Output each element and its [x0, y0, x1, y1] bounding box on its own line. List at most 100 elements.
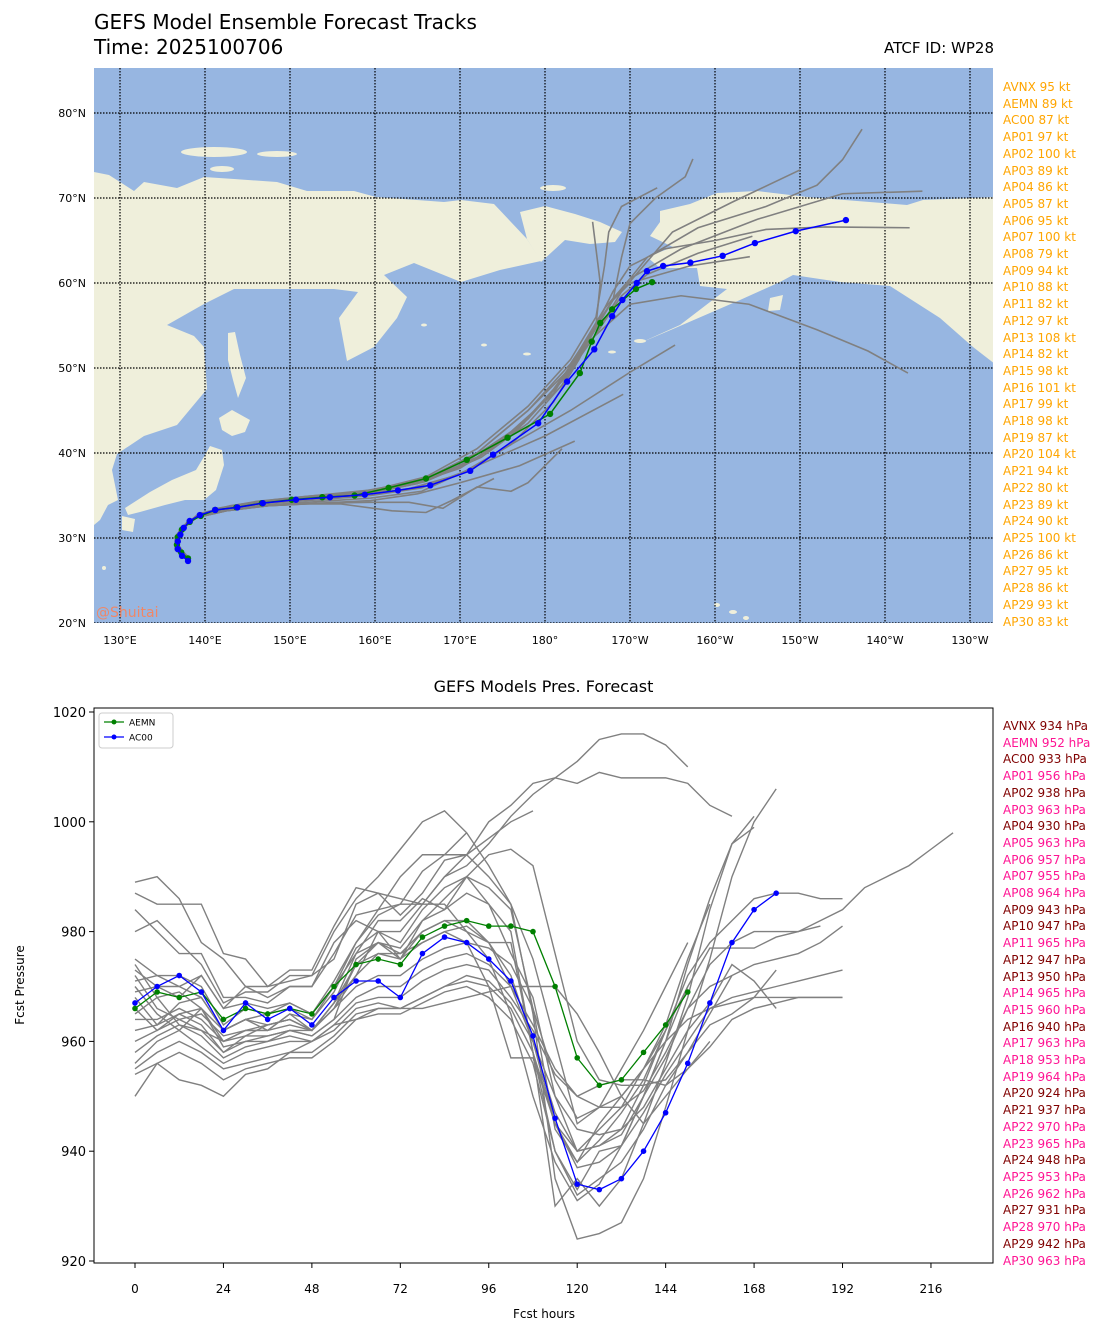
pressure-list-item: AP30 963 hPa — [1003, 1253, 1086, 1268]
pressure-list-item: AP24 948 hPa — [1003, 1153, 1086, 1168]
member-pressure-line — [134, 788, 777, 1240]
watermark: @Shuitai — [96, 605, 158, 621]
aemn-pressure-point — [132, 1005, 138, 1012]
intensity-list-item: AP21 94 kt — [1003, 464, 1069, 479]
ac00-pressure-point — [773, 890, 779, 896]
aemn-track-point — [576, 369, 584, 377]
aemn-track-point — [648, 278, 656, 286]
pressure-list-item: AP10 947 hPa — [1003, 919, 1086, 934]
pressure-list-item: AP18 953 hPa — [1003, 1053, 1086, 1068]
member-pressure-line — [134, 963, 777, 1136]
ac00-track-point — [467, 467, 474, 475]
wrangel-island — [540, 185, 566, 191]
lat-tick-label: 50°N — [58, 362, 86, 375]
ac00-track-point — [719, 252, 726, 259]
legend-label-aemn: AEMN — [129, 719, 155, 729]
ac00-track-point — [184, 557, 192, 565]
lat-tick-label: 30°N — [58, 532, 86, 545]
intensity-list-item: AVNX 95 kt — [1003, 80, 1071, 94]
ac00-pressure-point — [463, 939, 470, 946]
aemn-track-point — [463, 456, 470, 463]
chart-legend: AEMN AC00 — [98, 712, 174, 749]
intensity-list-item: AP11 82 kt — [1003, 297, 1069, 312]
ac00-pressure-point — [353, 978, 359, 984]
lat-tick-label: 80°N — [58, 107, 86, 120]
lon-tick-label: 180° — [532, 634, 559, 647]
pressure-list-item: AP09 943 hPa — [1003, 902, 1086, 917]
aemn-pressure-point — [375, 956, 382, 962]
lon-tick-label: 130°E — [103, 634, 136, 647]
ac00-pressure-point — [552, 1115, 558, 1122]
legend-label-ac00: AC00 — [129, 734, 153, 744]
intensity-list: AVNX 95 kt AEMN 89 kt AC00 87 kt AP01 97 kt… — [1003, 79, 1076, 630]
x-tick-label: 48 — [304, 1282, 319, 1296]
aemn-pressure-point — [463, 917, 470, 924]
ac00-pressure-point — [441, 934, 448, 940]
lon-tick-label: 140°W — [866, 634, 903, 647]
lon-tick-label: 150°E — [273, 634, 306, 647]
intensity-list-item: AP13 108 kt — [1003, 330, 1076, 345]
member-pressure-line — [134, 733, 689, 988]
ac00-pressure-point — [508, 978, 514, 984]
intensity-list-item: AP04 86 kt — [1003, 180, 1069, 195]
member-pressure-line — [134, 809, 689, 1125]
ocean — [94, 68, 993, 623]
pressure-list-item: AP27 931 hPa — [1003, 1203, 1086, 1218]
pressure-list-item: AP15 960 hPa — [1003, 1002, 1086, 1017]
intensity-list-item: AP01 97 kt — [1003, 130, 1069, 145]
pressure-list-item: AP06 957 hPa — [1003, 852, 1086, 867]
ac00-pressure-point — [684, 1060, 691, 1067]
aemn-pressure-point — [441, 923, 448, 929]
intensity-list-item: AP24 90 kt — [1003, 514, 1069, 529]
y-tick-label: 980 — [61, 926, 86, 941]
intensity-list-item: AP10 88 kt — [1003, 280, 1069, 295]
aemn-track-point — [546, 410, 554, 418]
new-siberian-island — [210, 166, 234, 172]
aemn-pressure-point — [154, 989, 160, 995]
ac00-pressure-point — [286, 1005, 293, 1012]
intensity-list-item: AP29 93 kt — [1003, 597, 1069, 612]
ac00-track-point — [608, 312, 616, 320]
forecast-time: Time: 2025100706 — [94, 35, 284, 59]
intensity-list-item: AP14 82 kt — [1003, 347, 1069, 362]
aemn-pressure-point — [286, 1005, 293, 1012]
member-pressure-line — [134, 963, 843, 1098]
y-tick-label: 920 — [61, 1255, 86, 1270]
pressure-list-item: AP11 965 hPa — [1003, 936, 1086, 951]
pressure-list-item: AP13 950 hPa — [1003, 969, 1086, 984]
aemn-track-point — [422, 475, 430, 482]
intensity-list-item: AP19 87 kt — [1003, 430, 1069, 445]
figure-title: GEFS Model Ensemble Forecast Tracks — [94, 10, 477, 34]
pressure-list-item: AP05 963 hPa — [1003, 835, 1086, 850]
pressure-list-item: AP29 942 hPa — [1003, 1236, 1086, 1251]
intensity-list-item: AP06 95 kt — [1003, 213, 1069, 228]
aemn-pressure-point — [419, 934, 426, 940]
aemn-pressure-point — [309, 1011, 315, 1017]
ac00-track-point — [234, 504, 241, 511]
legend-box — [98, 712, 174, 749]
member-pressure-line — [134, 969, 843, 1169]
ac00-track-point — [427, 482, 434, 489]
pressure-list-item: AP28 970 hPa — [1003, 1220, 1086, 1235]
honshu — [125, 446, 224, 515]
x-tick-label: 72 — [393, 1282, 408, 1296]
ac00-track-point — [259, 499, 266, 507]
intensity-list-item: AP22 80 kt — [1003, 480, 1069, 495]
atcf-id: ATCF ID: WP28 — [883, 39, 994, 57]
aemn-pressure-point — [198, 989, 205, 995]
member-pressure-line — [134, 771, 733, 988]
ac00-track-point — [751, 239, 759, 247]
aemn-track-point — [597, 319, 604, 327]
member-pressure-line — [134, 903, 689, 1202]
map-layer — [94, 68, 993, 623]
aemn-pressure-line — [134, 919, 689, 1087]
aemn-pressure-point — [508, 923, 514, 929]
pressure-list-item: AP04 930 hPa — [1003, 819, 1086, 834]
intensity-list-item: AP26 86 kt — [1003, 547, 1069, 562]
ac00-pressure-point — [485, 956, 492, 962]
pressure-list-item: AP25 953 hPa — [1003, 1169, 1086, 1184]
ac00-track-point — [792, 227, 799, 235]
hawaii-island — [743, 616, 749, 620]
ac00-track-point — [842, 216, 850, 224]
